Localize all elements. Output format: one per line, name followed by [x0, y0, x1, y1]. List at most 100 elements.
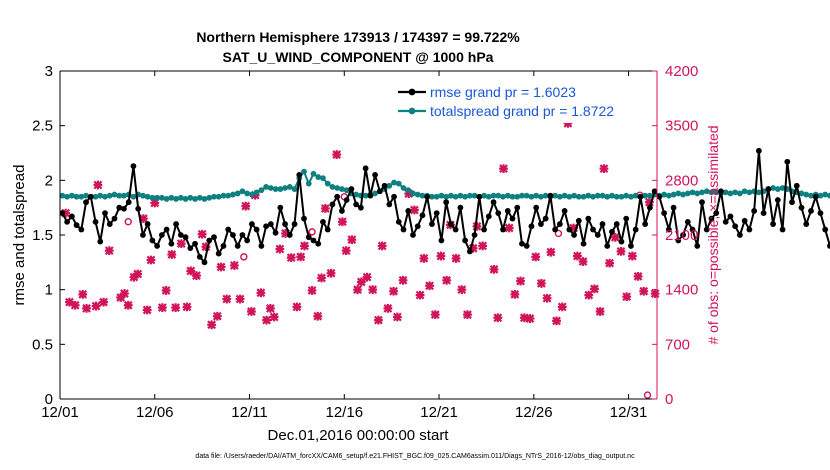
obs-assimilated-point [605, 258, 615, 268]
spread-point [121, 192, 127, 199]
obs-assimilated-point [569, 223, 579, 233]
rmse-point [642, 221, 649, 227]
obs-assimilated-marker [478, 241, 488, 251]
rmse-point [83, 199, 89, 206]
x-axis-label: Dec.01,2016 00:00:00 start [268, 427, 450, 444]
spread-point [495, 192, 502, 199]
rmse-point [751, 208, 758, 214]
legend-spread-label: totalspread grand pr = 1.8722 [430, 103, 614, 119]
rmse-point [291, 221, 298, 227]
obs-assimilated-point [133, 269, 143, 279]
rmse-point [594, 232, 601, 238]
obs-assimilated-marker [320, 204, 330, 213]
rmse-point [774, 197, 781, 203]
obs-assimilated-marker [99, 297, 108, 307]
spread-point [504, 192, 511, 199]
spread-point [429, 193, 435, 200]
obs-assimilated-point [468, 243, 478, 253]
x-tick-label: 12/06 [136, 404, 174, 421]
obs-assimilated-point [70, 300, 80, 310]
obs-assimilated-marker [457, 285, 467, 295]
rmse-point [305, 234, 312, 241]
obs-assimilated-marker [472, 222, 482, 231]
spread-point [106, 192, 113, 199]
rmse-point [661, 210, 668, 217]
obs-assimilated-marker [627, 251, 637, 261]
obs-assimilated-marker [542, 293, 552, 303]
obs-assimilated-marker [362, 272, 372, 282]
spread-point [741, 188, 748, 195]
obs-assimilated-point [275, 244, 285, 254]
rmse-point [111, 215, 118, 222]
obs-assimilated-marker [201, 242, 211, 252]
legend-rmse-label: rmse grand pr = 1.6023 [430, 84, 576, 100]
rmse-point [699, 199, 705, 206]
obs-assimilated-point [531, 252, 541, 262]
obs-assimilated-point [300, 241, 309, 251]
obs-assimilated-marker [171, 303, 181, 313]
rmse-point [789, 199, 795, 206]
rmse-point [234, 243, 241, 249]
rmse-point [258, 243, 265, 249]
obs-assimilated-point [377, 241, 387, 251]
spread-point [305, 180, 312, 187]
obs-assimilated-point [546, 247, 556, 257]
spread-point [201, 196, 208, 202]
obs-assimilated-point [229, 261, 239, 270]
spread-point [206, 194, 213, 201]
spread-point [144, 193, 151, 200]
spread-point [594, 192, 601, 199]
spread-point [443, 193, 450, 200]
obs-assimilated-point [356, 277, 366, 287]
obs-assimilated-marker [292, 302, 302, 312]
obs-assimilated-point [536, 279, 546, 288]
rmse-point [196, 253, 203, 260]
spread-point [774, 186, 781, 192]
spread-point [732, 189, 739, 196]
obs-assimilated-marker [104, 246, 114, 256]
obs-assimilated-point [425, 281, 434, 291]
spread-point [604, 193, 611, 200]
rmse-point [466, 248, 473, 255]
spread-point [556, 193, 563, 200]
obs-assimilated-marker [569, 223, 579, 233]
y-axis-label: rmse and totalspread [11, 165, 28, 306]
obs-assimilated-point [368, 285, 378, 295]
rmse-point [149, 237, 156, 244]
y-right-tick-label: 2100 [665, 227, 698, 244]
spread-point [339, 186, 345, 192]
rmse-point [632, 226, 639, 233]
rmse-point [367, 192, 374, 199]
obs-assimilated-point [167, 250, 177, 259]
spread-point [670, 191, 677, 198]
spread-point [177, 194, 184, 201]
obs-assimilated-marker [197, 229, 207, 239]
rmse-point [542, 215, 549, 222]
spread-point [599, 192, 606, 199]
obs-assimilated-marker [123, 300, 133, 310]
spread-point [320, 175, 326, 182]
rmse-point [106, 221, 113, 227]
spread-point [372, 190, 378, 197]
spread-point [111, 191, 118, 198]
obs-assimilated-marker [138, 214, 148, 223]
rmse-point [760, 210, 767, 217]
spread-point [803, 191, 810, 198]
obs-assimilated-marker [93, 180, 103, 190]
spread-point [291, 186, 298, 192]
rmse-point [244, 237, 251, 244]
x-tick-label: 12/31 [610, 404, 648, 421]
obs-assimilated-point [451, 254, 461, 263]
obs-assimilated-point [138, 214, 148, 223]
spread-point [220, 192, 227, 199]
spread-point [353, 191, 360, 198]
obs-assimilated-point [398, 275, 408, 285]
rmse-point [376, 188, 383, 195]
spread-point [808, 192, 814, 199]
rmse-point [324, 226, 331, 233]
y-right-tick-label: 3500 [665, 118, 698, 135]
obs-assimilated-marker [563, 118, 573, 128]
obs-assimilated-point [332, 150, 342, 159]
obs-assimilated-marker [176, 239, 186, 248]
rmse-point [73, 222, 80, 229]
